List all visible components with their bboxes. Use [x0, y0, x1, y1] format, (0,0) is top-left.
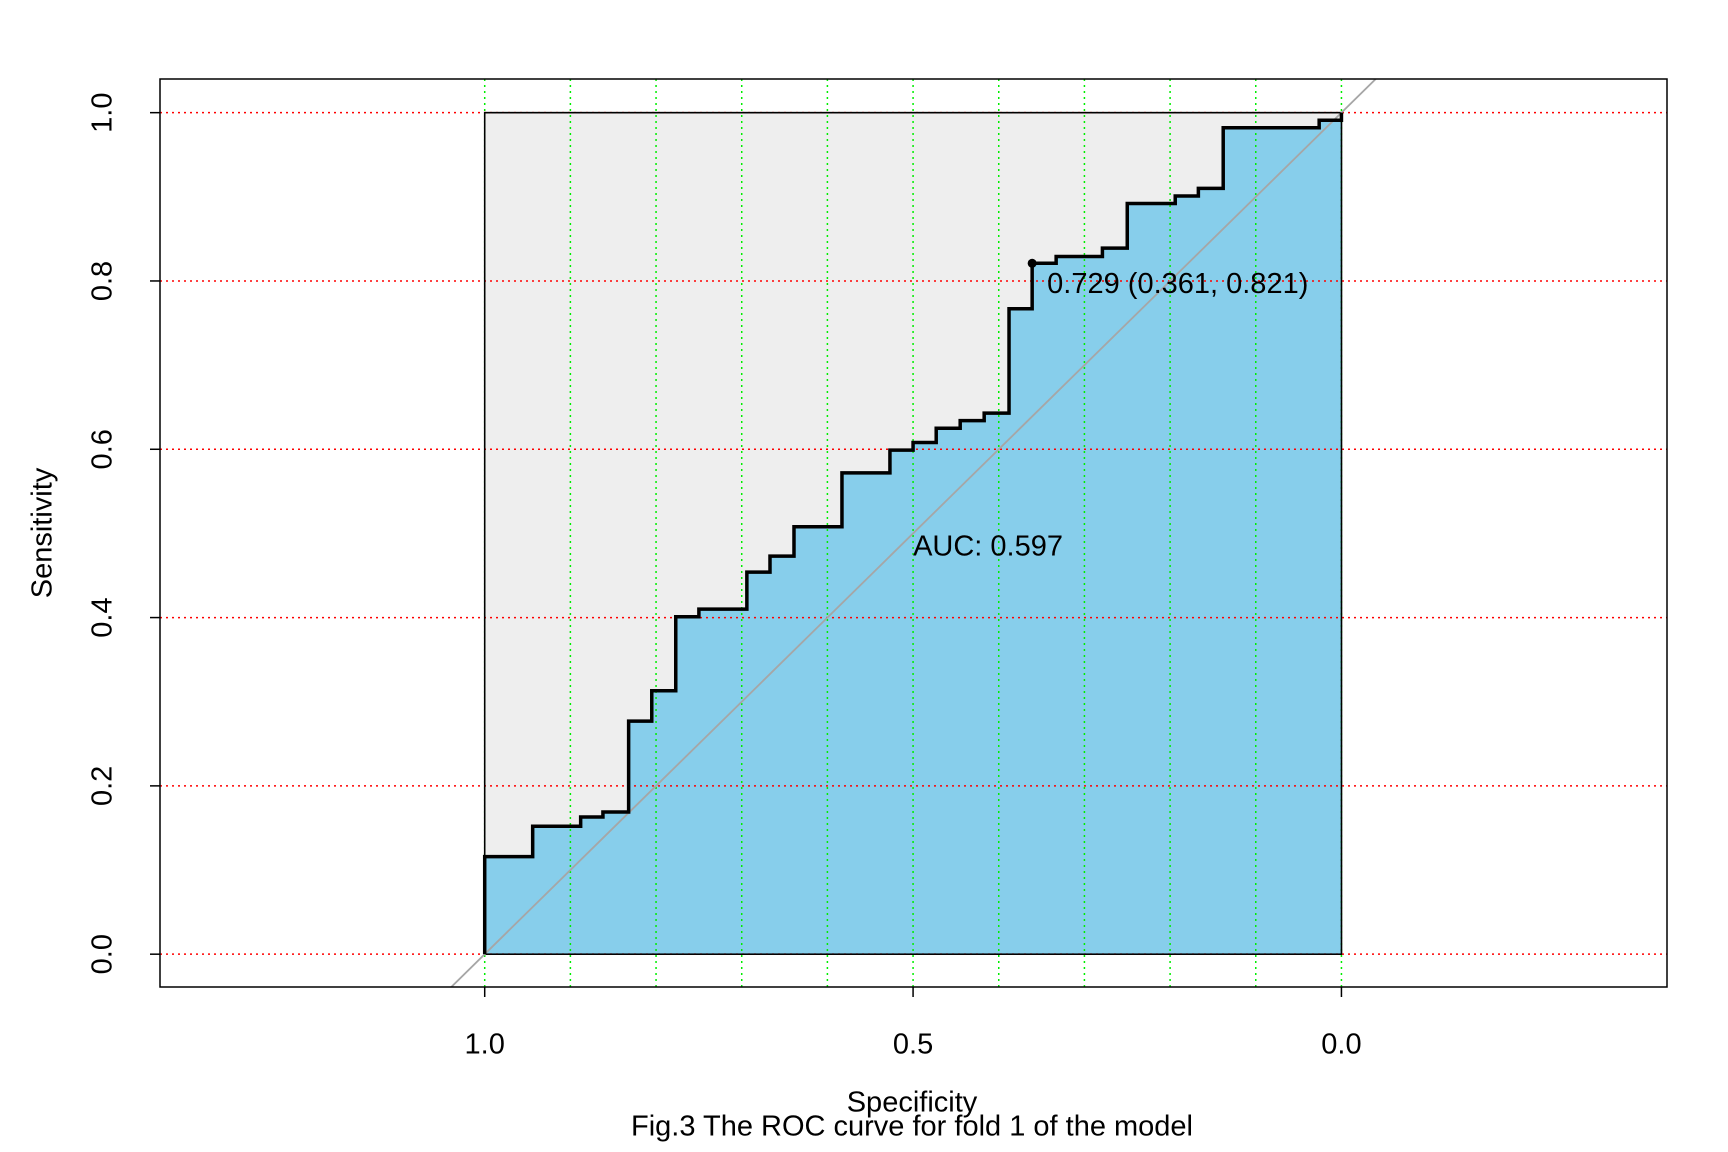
threshold-point: [1027, 258, 1037, 268]
roc-curve: [482, 112, 1344, 955]
x-tick-label: 0.5: [893, 1029, 933, 1061]
chart-title: Fig.3 The ROC curve for fold 1 of the mo…: [631, 1111, 1193, 1143]
y-axis-label: Sensitivity: [27, 467, 59, 598]
auc-label: AUC: 0.597: [913, 530, 1063, 562]
x-tick-label: 0.0: [1321, 1029, 1361, 1061]
y-tick-label: 1.0: [87, 92, 119, 132]
y-tick-label: 0.8: [87, 261, 119, 301]
y-tick-label: 0.0: [87, 934, 119, 974]
threshold-label: 0.729 (0.361, 0.821): [1047, 268, 1308, 300]
diagonal-group: [450, 79, 1377, 987]
reference-diagonal: [450, 79, 1377, 987]
x-axis-label: Specificity: [847, 1087, 978, 1119]
y-tick-label: 0.6: [87, 429, 119, 469]
x-tick-label: 1.0: [465, 1029, 505, 1061]
y-tick-label: 0.2: [87, 766, 119, 806]
y-tick-label: 0.4: [87, 597, 119, 637]
auc-outline: [483, 111, 1343, 955]
